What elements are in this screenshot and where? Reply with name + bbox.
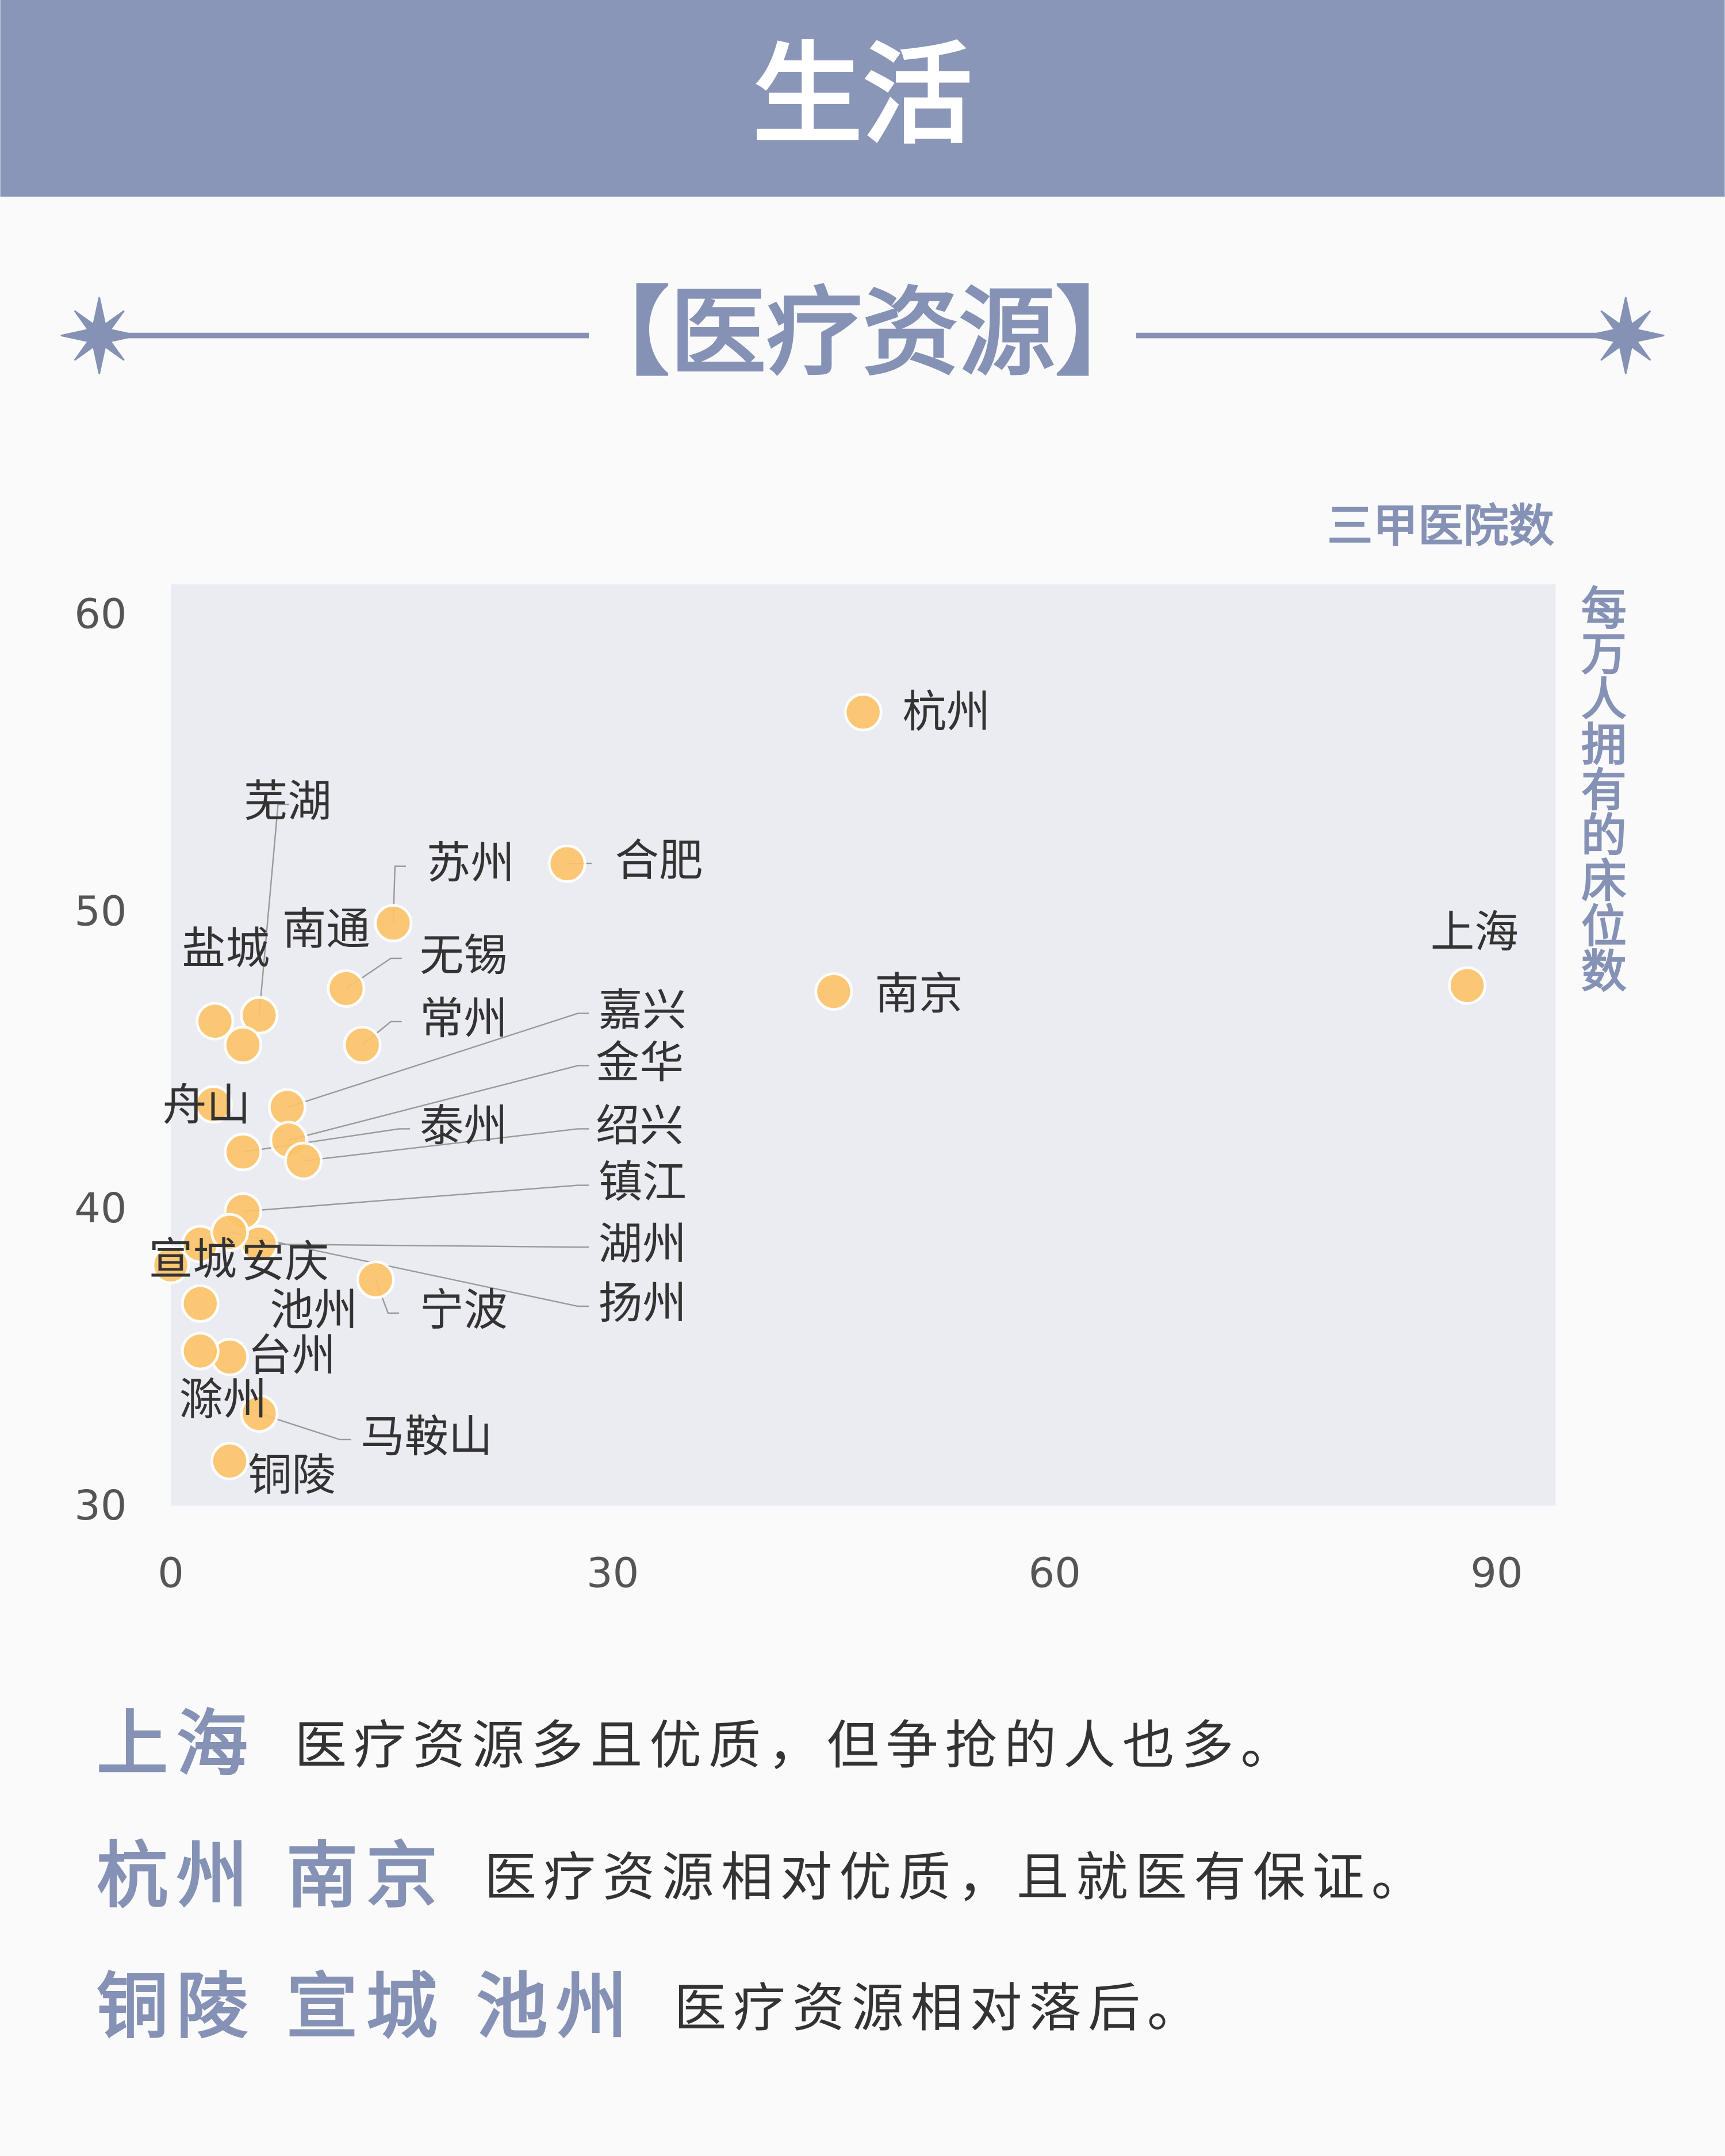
leader-line: [287, 1012, 589, 1108]
point-label: 池州: [270, 1285, 358, 1336]
x-tick-label: 60: [1029, 1548, 1081, 1597]
point-label: 镇江: [599, 1157, 687, 1209]
leader-line: [258, 803, 289, 1016]
point-label: 安庆: [241, 1237, 329, 1288]
point: [814, 972, 853, 1011]
point-label: 常州: [420, 993, 508, 1045]
point-label: 宁波: [420, 1285, 508, 1336]
header-title: 生活: [753, 32, 973, 160]
point-label: 南通: [282, 904, 370, 955]
header-band: [0, 0, 1725, 197]
note-text: 医疗资源多且优质，但争抢的人也多。: [294, 1716, 1300, 1776]
x-axis-label: 三甲医院数: [1327, 500, 1554, 553]
point-label: 芜湖: [244, 776, 332, 827]
y-axis-label: 每万人拥有的床位数: [1573, 584, 1626, 992]
point-label: 嘉兴: [599, 985, 687, 1037]
note-text: 医疗资源相对落后。: [674, 1978, 1206, 2039]
point-label: 南京: [875, 969, 963, 1020]
note-highlight: 上海: [97, 1703, 256, 1786]
point: [547, 844, 586, 883]
point: [267, 1088, 306, 1127]
note-highlight: 宣城: [286, 1966, 446, 2048]
point: [356, 1260, 395, 1299]
point: [210, 1213, 249, 1252]
point-label: 泰州: [420, 1100, 508, 1152]
point-label: 马鞍山: [361, 1411, 493, 1463]
point-label: 苏州: [427, 838, 515, 889]
leader-line: [303, 1128, 589, 1162]
leader-line: [243, 1184, 589, 1213]
y-tick-label: 60: [74, 589, 126, 638]
decoration: [60, 297, 1665, 374]
point-label: 滁州: [179, 1374, 267, 1425]
point-label: 上海: [1431, 907, 1519, 958]
note-highlight: 池州: [476, 1966, 635, 2048]
point: [194, 1085, 233, 1124]
point-label: 绍兴: [596, 1100, 684, 1152]
x-tick-label: 0: [158, 1548, 184, 1597]
point: [151, 1245, 190, 1284]
y-tick-label: 50: [74, 887, 126, 935]
point: [343, 1026, 382, 1065]
point-label: 舟山: [163, 1080, 251, 1131]
point: [210, 1441, 249, 1480]
point: [284, 1141, 323, 1180]
note-line: 铜陵 宣城 池州 医疗资源相对落后。: [97, 1966, 1206, 2048]
point-label: 宣城: [149, 1234, 237, 1285]
point: [240, 996, 279, 1035]
note-line: 上海 医疗资源多且优质，但争抢的人也多。: [97, 1703, 1300, 1786]
point-label: 台州: [248, 1330, 336, 1382]
note-highlight: 杭州: [97, 1835, 256, 1918]
x-tick-label: 90: [1470, 1548, 1523, 1597]
note-text: 医疗资源相对优质，且就医有保证。: [484, 1848, 1430, 1908]
note-highlight: 铜陵: [97, 1966, 256, 2048]
x-tick-label: 30: [586, 1548, 639, 1597]
leader-line: [259, 1413, 351, 1441]
leader-line: [259, 1243, 589, 1248]
point-label: 湖州: [599, 1219, 687, 1270]
y-tick-label: 40: [74, 1184, 126, 1232]
section-title: 【医疗资源】: [574, 278, 1151, 389]
point-label: 无锡: [420, 930, 508, 981]
point: [374, 904, 413, 943]
point: [224, 1026, 263, 1065]
note-line: 杭州 南京 医疗资源相对优质，且就医有保证。: [97, 1835, 1431, 1918]
point-label: 铜陵: [248, 1450, 336, 1501]
plot-area: [171, 584, 1556, 1506]
note-highlight: 南京: [286, 1835, 446, 1918]
point: [224, 1133, 263, 1172]
leader-line: [229, 1232, 589, 1307]
point-label: 合肥: [615, 835, 703, 887]
point: [844, 693, 883, 732]
point-label: 扬州: [599, 1278, 687, 1329]
point: [1448, 966, 1487, 1005]
leader-line: [288, 1065, 589, 1141]
point: [195, 1002, 235, 1041]
point: [327, 969, 366, 1008]
point: [240, 1394, 279, 1433]
point: [181, 1332, 220, 1371]
point: [181, 1284, 220, 1323]
point-label: 盐城: [182, 923, 270, 975]
y-tick-label: 30: [74, 1481, 126, 1529]
point-label: 杭州: [902, 687, 990, 738]
notes: 上海 医疗资源多且优质，但争抢的人也多。杭州 南京 医疗资源相对优质，且就医有保证。铜…: [97, 1703, 1431, 2048]
point-label: 金华: [596, 1037, 684, 1088]
